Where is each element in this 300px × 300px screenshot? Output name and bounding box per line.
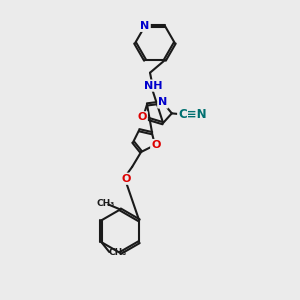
Text: CH₃: CH₃ xyxy=(96,199,115,208)
Text: O: O xyxy=(151,140,160,150)
Text: N: N xyxy=(158,98,167,107)
Text: N: N xyxy=(140,21,150,31)
Text: O: O xyxy=(137,112,147,122)
Text: NH: NH xyxy=(144,81,162,91)
Text: C≡N: C≡N xyxy=(178,108,207,121)
Text: O: O xyxy=(122,174,131,184)
Text: CH₃: CH₃ xyxy=(108,248,126,256)
